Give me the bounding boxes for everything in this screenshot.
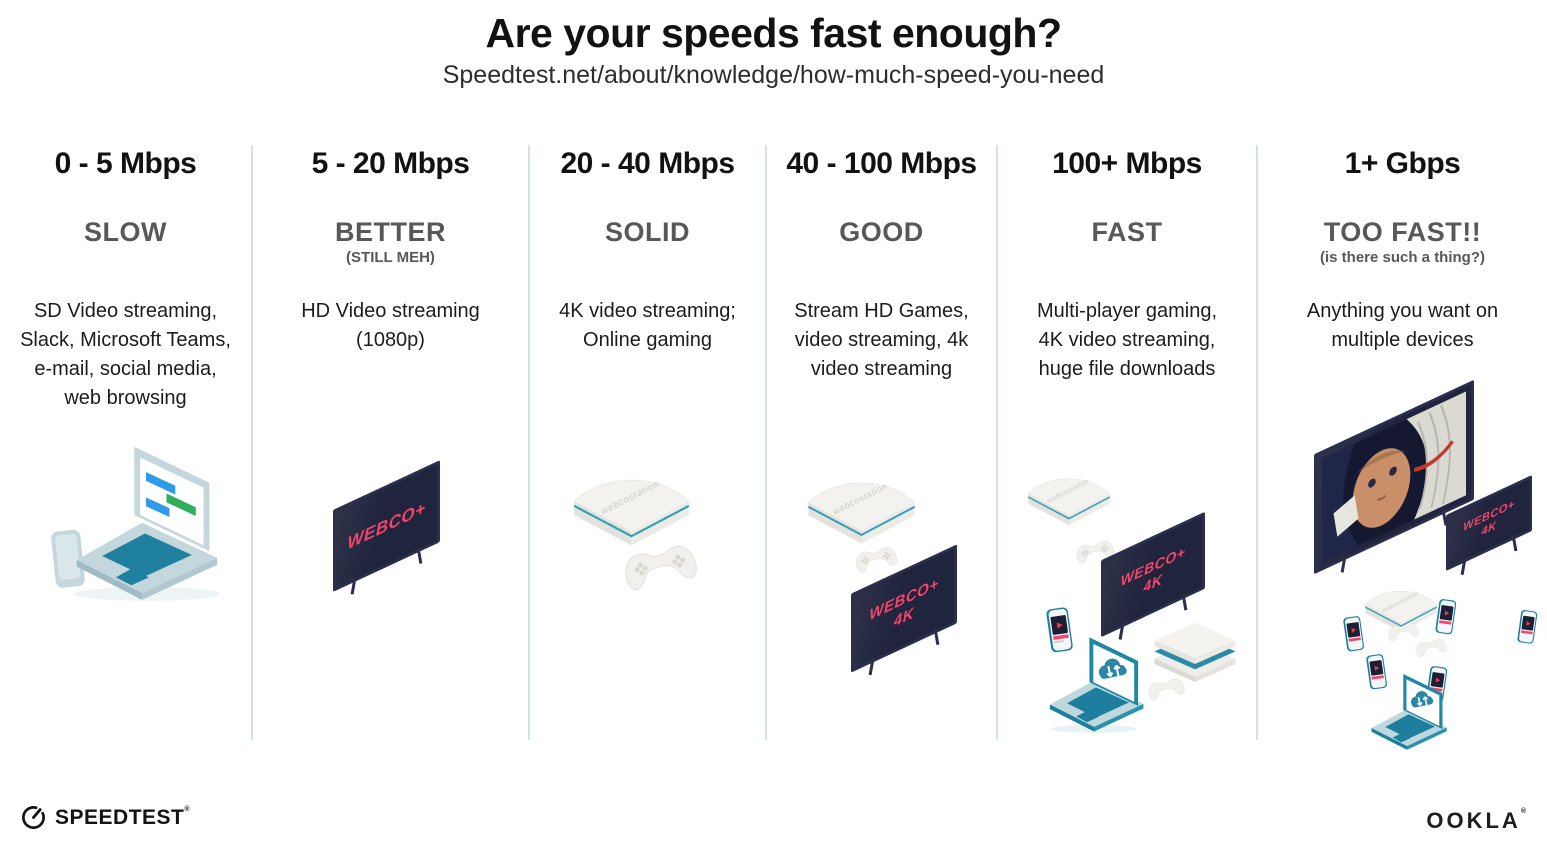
rating-label: SLOW xyxy=(84,217,167,247)
chat-bubbles-icon xyxy=(146,472,196,517)
game-controller-icon xyxy=(1148,678,1185,701)
tv-leg xyxy=(1181,594,1188,611)
game-controller-icon xyxy=(1388,622,1419,642)
speedtest-wordmark: SPEEDTEST® xyxy=(55,805,191,829)
cloud-laptop-icon xyxy=(1049,637,1144,733)
rating-label: SOLID xyxy=(604,217,690,247)
laptop-icon xyxy=(51,446,221,601)
movie-still-astronaut xyxy=(1322,391,1466,563)
column-100-plus-mbps: 100+ Mbps FAST Multi-player gaming, 4K v… xyxy=(998,145,1258,740)
cloud-sync-icon xyxy=(1098,658,1127,679)
game-console-icon: webcostation xyxy=(1027,478,1111,526)
cloud-sync-icon xyxy=(1410,691,1434,708)
video-phone-icon xyxy=(1366,654,1387,690)
rating-note: (is there such a thing?) xyxy=(1319,249,1485,266)
multi-device-illustration: webcostation WEBCO+ 4K xyxy=(1008,448,1256,788)
speedtest-gauge-icon xyxy=(22,806,45,829)
game-controller-icon xyxy=(1076,540,1115,564)
use-case-description: Anything you want on multiple devices xyxy=(1306,300,1499,351)
speed-range: 1+ Gbps xyxy=(1344,147,1461,180)
rating-label: FAST xyxy=(1091,217,1163,247)
video-phone-icon xyxy=(1517,610,1538,644)
console-illustration: webcostation xyxy=(550,445,750,630)
use-case-description: 4K video streaming; Online gaming xyxy=(559,300,736,351)
game-controller-icon xyxy=(625,545,697,590)
laptop-and-phone-illustration xyxy=(30,437,225,602)
speed-columns: 0 - 5 Mbps SLOW SD Video streaming, Slac… xyxy=(0,145,1547,750)
everything-illustration: WEBCO+ 4K webcostation xyxy=(1266,373,1544,788)
tv-brand-label: WEBCO+ xyxy=(347,498,426,554)
speed-range: 100+ Mbps xyxy=(1052,147,1202,180)
tv-leg xyxy=(933,628,940,645)
tv-leg xyxy=(868,659,875,676)
speed-range: 40 - 100 Mbps xyxy=(786,147,977,180)
speedtest-logo: SPEEDTEST® xyxy=(20,804,190,831)
column-1-plus-gbps: 1+ Gbps TOO FAST!! (is there such a thin… xyxy=(1258,145,1547,750)
video-phone-icon xyxy=(1343,616,1364,652)
game-controller-icon xyxy=(1416,638,1447,658)
phone-icon xyxy=(51,529,85,588)
tv-leg xyxy=(416,547,423,564)
trademark-symbol: ® xyxy=(1520,808,1529,815)
tv-leg xyxy=(350,578,357,595)
play-icon xyxy=(1374,665,1380,671)
header: Are your speeds fast enough? Speedtest.n… xyxy=(0,10,1547,90)
rating-label: BETTER xyxy=(335,217,446,247)
tv-leg xyxy=(1340,556,1346,573)
game-console-icon: webcostation xyxy=(807,481,916,544)
play-icon xyxy=(1351,627,1357,633)
video-phone-icon xyxy=(1046,607,1073,653)
webco-tv-icon: WEBCO+ xyxy=(333,460,440,595)
game-controller-icon xyxy=(856,547,898,573)
speed-range: 0 - 5 Mbps xyxy=(54,147,197,180)
speed-range: 20 - 40 Mbps xyxy=(560,147,735,180)
play-icon xyxy=(1056,622,1063,629)
rating-label: GOOD xyxy=(839,217,924,247)
rating-label: TOO FAST!! xyxy=(1323,217,1482,247)
use-case-description: SD Video streaming, Slack, Microsoft Tea… xyxy=(20,300,231,409)
use-case-description: Multi-player gaming, 4K video streaming,… xyxy=(1036,300,1218,380)
column-20-40-mbps: 20 - 40 Mbps SOLID 4K video streaming; O… xyxy=(530,145,767,740)
video-phone-icon xyxy=(1435,599,1457,635)
trademark-symbol: ® xyxy=(184,805,191,813)
rating-note: (STILL MEH) xyxy=(346,249,435,266)
console-and-tv-illustration: webcostation WEBCO+ 4K xyxy=(779,448,991,713)
movie-tv-icon xyxy=(1314,379,1474,575)
column-0-5-mbps: 0 - 5 Mbps SLOW SD Video streaming, Slac… xyxy=(0,145,253,740)
cloud-laptop-icon xyxy=(1371,674,1447,750)
use-case-description: HD Video streaming (1080p) xyxy=(301,300,480,351)
tv-illustration: WEBCO+ xyxy=(323,455,483,595)
slab-console-icon xyxy=(1154,622,1236,682)
column-40-100-mbps: 40 - 100 Mbps GOOD Stream HD Games, vide… xyxy=(767,145,998,740)
play-icon xyxy=(1435,677,1441,683)
use-case-description: Stream HD Games, video streaming, 4k vid… xyxy=(794,300,969,380)
column-5-20-mbps: 5 - 20 Mbps BETTER (STILL MEH) HD Video … xyxy=(253,145,530,740)
page-title: Are your speeds fast enough? xyxy=(485,10,1062,56)
tv-leg xyxy=(1460,558,1467,576)
speed-range: 5 - 20 Mbps xyxy=(311,147,470,180)
game-console-icon: webcostation xyxy=(573,478,690,546)
ookla-logo: OOKLA® xyxy=(1426,808,1529,834)
ookla-wordmark: OOKLA xyxy=(1426,808,1521,833)
tv-leg xyxy=(1511,534,1518,552)
page-subtitle-url: Speedtest.net/about/knowledge/how-much-s… xyxy=(442,61,1105,89)
play-icon xyxy=(1444,610,1450,616)
play-icon xyxy=(1526,620,1531,626)
